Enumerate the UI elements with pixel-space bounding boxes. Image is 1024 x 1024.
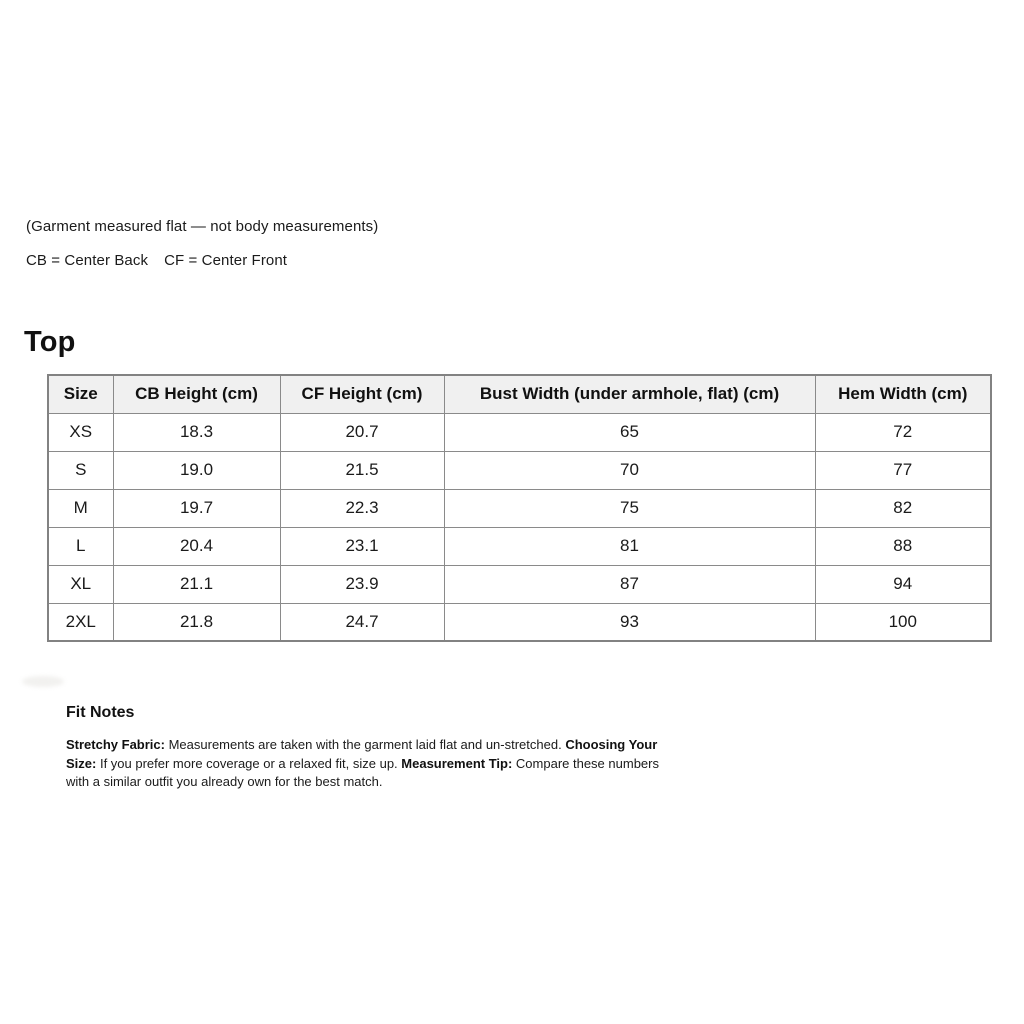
measurement-cell: 20.7 — [279, 412, 445, 452]
measurement-cell: 18.3 — [112, 412, 281, 452]
cf-definition: CF = Center Front — [164, 252, 288, 269]
scan-smudge-artifact — [22, 676, 64, 687]
measurement-cell: 82 — [814, 488, 992, 528]
measurement-cell: 23.9 — [279, 564, 445, 604]
column-header: CF Height (cm) — [279, 374, 445, 414]
table-row: XL 21.1 23.9 87 94 — [47, 564, 992, 604]
abbreviation-definitions: CB = Center Back CF = Center Front — [26, 252, 287, 269]
garment-measurement-note: (Garment measured flat — not body measur… — [26, 218, 379, 235]
table-row: L 20.4 23.1 81 88 — [47, 526, 992, 566]
measurement-cell: 24.7 — [279, 602, 445, 642]
measurement-cell: 93 — [443, 602, 816, 642]
cb-definition: CB = Center Back — [26, 252, 149, 269]
size-cell: L — [47, 526, 114, 566]
measurement-cell: 72 — [814, 412, 992, 452]
size-table-body: XS 18.3 20.7 65 72 S 19.0 21.5 70 77 M 19.7 22.3 75 82… — [47, 412, 992, 642]
measurement-cell: 19.7 — [112, 488, 281, 528]
column-header: Hem Width (cm) — [814, 374, 992, 414]
fit-note-body: Measurements are taken with the garment … — [164, 737, 566, 752]
measurement-cell: 81 — [443, 526, 816, 566]
measurement-cell: 94 — [814, 564, 992, 604]
size-table: Size CB Height (cm) CF Height (cm) Bust Wid… — [47, 374, 992, 642]
table-row: S 19.0 21.5 70 77 — [47, 450, 992, 490]
size-cell: S — [47, 450, 114, 490]
measurement-cell: 20.4 — [112, 526, 281, 566]
measurement-cell: 70 — [443, 450, 816, 490]
fit-note-lead-in: Stretchy Fabric: — [66, 737, 165, 752]
size-cell: M — [47, 488, 114, 528]
measurement-cell: 77 — [814, 450, 992, 490]
measurement-cell: 21.5 — [279, 450, 445, 490]
size-table-container: Size CB Height (cm) CF Height (cm) Bust Wid… — [47, 374, 992, 642]
fit-notes-text: Stretchy Fabric: Measurements are taken … — [66, 736, 666, 792]
fit-notes-title: Fit Notes — [66, 704, 135, 721]
measurement-cell: 87 — [443, 564, 816, 604]
table-row: XS 18.3 20.7 65 72 — [47, 412, 992, 452]
table-row: 2XL 21.8 24.7 93 100 — [47, 602, 992, 642]
fit-note-lead-in: Choosing Your Size: — [66, 737, 658, 771]
fit-note-body: If you prefer more coverage or a relaxed… — [96, 755, 402, 771]
size-cell: XL — [47, 564, 114, 604]
table-row: M 19.7 22.3 75 82 — [47, 488, 992, 528]
measurement-cell: 75 — [443, 488, 816, 528]
measurement-cell: 19.0 — [112, 450, 281, 490]
size-cell: 2XL — [47, 602, 114, 642]
measurement-cell: 21.1 — [112, 564, 281, 604]
measurement-cell: 22.3 — [279, 488, 445, 528]
section-title-top: Top — [24, 326, 76, 358]
measurement-cell: 88 — [814, 526, 992, 566]
fit-note-body: Compare these numbers with a similar out… — [66, 755, 659, 790]
column-header: CB Height (cm) — [112, 374, 281, 414]
measurement-cell: 100 — [814, 602, 992, 642]
size-table-header-row: Size CB Height (cm) CF Height (cm) Bust Wid… — [47, 374, 992, 414]
measurement-cell: 21.8 — [112, 602, 281, 642]
measurement-cell: 65 — [443, 412, 816, 452]
column-header: Bust Width (under armhole, flat) (cm) — [443, 374, 816, 414]
measurement-cell: 23.1 — [279, 526, 445, 566]
size-cell: XS — [47, 412, 114, 452]
column-header: Size — [47, 374, 114, 414]
fit-note-lead-in: Measurement Tip: — [401, 755, 513, 771]
